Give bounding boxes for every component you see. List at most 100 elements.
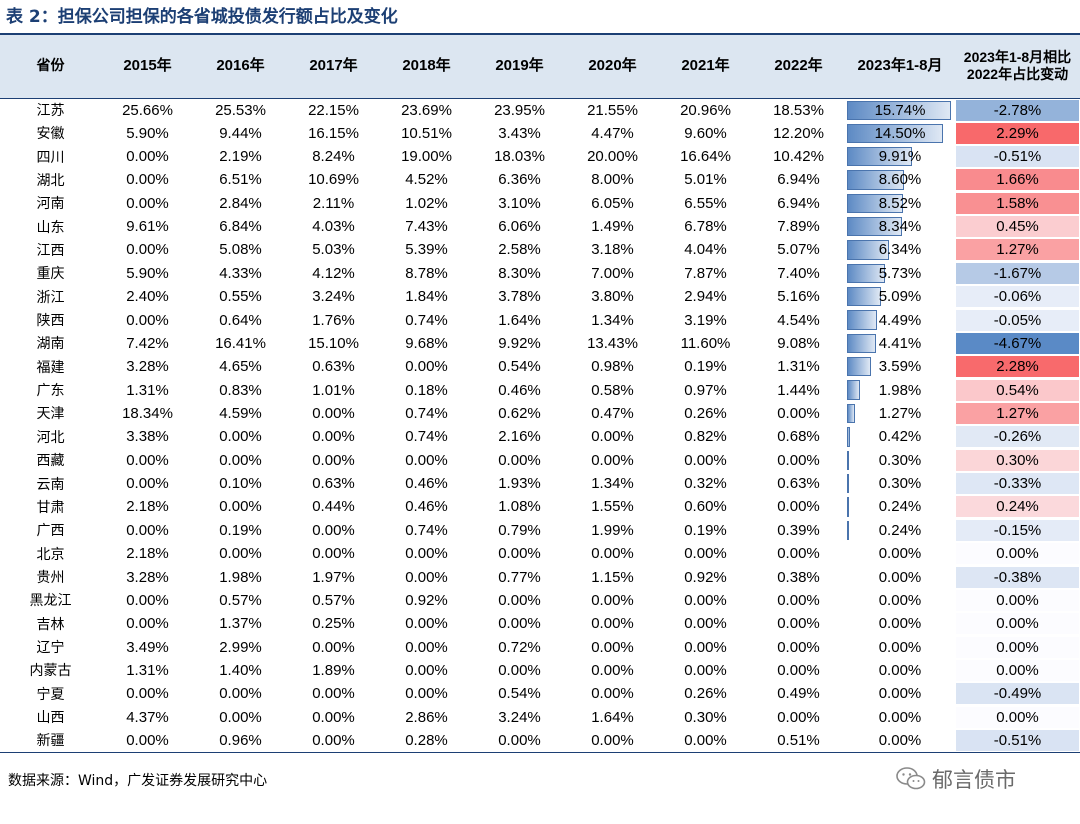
- value-cell-2018: 7.43%: [405, 218, 448, 236]
- value-cell-2016: 0.00%: [219, 545, 262, 563]
- value-cell-2017: 2.11%: [312, 194, 355, 212]
- value-cell-2022: 0.00%: [777, 615, 820, 633]
- value-cell-2018: 0.00%: [405, 568, 448, 586]
- province-cell: 广东: [36, 383, 65, 400]
- value-cell-2016: 5.08%: [219, 241, 262, 259]
- value-cell-2017: 0.00%: [312, 685, 355, 703]
- change-cell: 0.00%: [955, 705, 1080, 728]
- value-cell-2015: 0.00%: [126, 451, 169, 469]
- value-cell-2019: 6.06%: [498, 218, 541, 236]
- province-cell: 云南: [36, 476, 65, 493]
- value-cell-2018: 2.86%: [405, 708, 448, 726]
- value-cell-2022: 0.39%: [777, 521, 820, 539]
- header-2019: 2019年: [473, 33, 566, 99]
- value-cell-2016: 9.44%: [219, 124, 262, 142]
- value-cell-2022: 6.94%: [777, 171, 820, 189]
- value-cell-2016: 25.53%: [215, 101, 266, 119]
- ytd-cell: 0.24%: [845, 495, 955, 518]
- province-cell: 湖北: [36, 172, 65, 189]
- value-cell-2017: 0.00%: [312, 451, 355, 469]
- value-cell-2022: 0.00%: [777, 404, 820, 422]
- ytd-value: 3.59%: [878, 358, 922, 376]
- value-cell-2015: 3.28%: [126, 358, 169, 376]
- value-cell-2016: 0.10%: [219, 475, 262, 493]
- change-value: 0.24%: [956, 496, 1079, 518]
- value-cell-2019: 3.78%: [498, 288, 541, 306]
- ytd-value: 0.00%: [878, 615, 922, 633]
- ytd-value: 8.60%: [878, 171, 922, 189]
- value-cell-2019: 18.03%: [494, 148, 545, 166]
- change-cell: -0.33%: [955, 472, 1080, 495]
- value-cell-2019: 9.92%: [498, 334, 541, 352]
- value-cell-2016: 4.33%: [219, 264, 262, 282]
- ytd-value: 5.09%: [878, 288, 922, 306]
- province-cell: 河南: [36, 196, 65, 213]
- value-cell-2022: 0.49%: [777, 685, 820, 703]
- value-cell-2019: 3.24%: [498, 708, 541, 726]
- ytd-value: 14.50%: [874, 124, 926, 142]
- ytd-bar: [847, 170, 904, 190]
- value-cell-2018: 0.00%: [405, 615, 448, 633]
- table-row: 贵州 3.28% 1.98% 1.97% 0.00% 0.77% 1.15% 0.92% 0.3…: [0, 565, 1080, 588]
- change-cell: -0.05%: [955, 308, 1080, 331]
- value-cell-2020: 8.00%: [591, 171, 634, 189]
- ytd-value: 0.00%: [878, 685, 922, 703]
- value-cell-2019: 0.00%: [498, 545, 541, 563]
- change-cell: 1.27%: [955, 238, 1080, 261]
- change-value: -0.05%: [956, 309, 1079, 331]
- table-row: 宁夏 0.00% 0.00% 0.00% 0.00% 0.54% 0.00% 0.26% 0.4…: [0, 682, 1080, 705]
- table-row: 北京 2.18% 0.00% 0.00% 0.00% 0.00% 0.00% 0.00% 0.0…: [0, 542, 1080, 565]
- value-cell-2019: 1.64%: [498, 311, 541, 329]
- value-cell-2015: 2.18%: [126, 498, 169, 516]
- change-value: 0.00%: [956, 543, 1079, 565]
- province-cell: 内蒙古: [29, 663, 72, 680]
- value-cell-2019: 6.36%: [498, 171, 541, 189]
- change-value: -0.51%: [956, 729, 1079, 751]
- value-cell-2017: 0.63%: [312, 358, 355, 376]
- value-cell-2017: 0.00%: [312, 545, 355, 563]
- value-cell-2017: 1.89%: [312, 661, 355, 679]
- table-row: 湖南 7.42% 16.41% 15.10% 9.68% 9.92% 13.43% 11.60…: [0, 332, 1080, 355]
- change-value: -0.49%: [956, 683, 1079, 705]
- source-text: Wind，广发证券发展研究中心: [78, 773, 268, 789]
- value-cell-2022: 1.44%: [777, 381, 820, 399]
- value-cell-2022: 7.40%: [777, 264, 820, 282]
- value-cell-2021: 3.19%: [684, 311, 727, 329]
- value-cell-2016: 0.00%: [219, 685, 262, 703]
- change-value: -0.38%: [956, 566, 1079, 588]
- value-cell-2019: 0.79%: [498, 521, 541, 539]
- province-cell: 河北: [36, 429, 65, 446]
- change-value: 0.00%: [956, 636, 1079, 658]
- change-cell: -0.26%: [955, 425, 1080, 448]
- value-cell-2019: 0.62%: [498, 404, 541, 422]
- value-cell-2016: 4.59%: [219, 404, 262, 422]
- value-cell-2018: 0.00%: [405, 545, 448, 563]
- value-cell-2022: 0.00%: [777, 451, 820, 469]
- value-cell-2018: 8.78%: [405, 264, 448, 282]
- ytd-value: 9.91%: [878, 148, 922, 166]
- value-cell-2019: 0.00%: [498, 615, 541, 633]
- value-cell-2018: 1.02%: [405, 194, 448, 212]
- ytd-value: 0.42%: [878, 428, 922, 446]
- change-cell: -0.51%: [955, 145, 1080, 168]
- ytd-bar: [847, 123, 943, 143]
- value-cell-2020: 1.34%: [591, 311, 634, 329]
- province-cell: 北京: [36, 546, 65, 563]
- change-cell: 0.00%: [955, 589, 1080, 612]
- value-cell-2015: 5.90%: [126, 264, 169, 282]
- value-cell-2019: 2.16%: [498, 428, 541, 446]
- value-cell-2022: 0.38%: [777, 568, 820, 586]
- ytd-bar: [847, 333, 877, 354]
- value-cell-2016: 0.57%: [219, 591, 262, 609]
- table-row: 重庆 5.90% 4.33% 4.12% 8.78% 8.30% 7.00% 7.87% 7.4…: [0, 262, 1080, 285]
- ytd-cell: 0.30%: [845, 449, 955, 472]
- value-cell-2022: 0.51%: [752, 728, 845, 753]
- value-cell-2018: 1.84%: [405, 288, 448, 306]
- value-cell-2015: 3.28%: [126, 568, 169, 586]
- value-cell-2021: 0.92%: [684, 568, 727, 586]
- change-cell: 1.66%: [955, 168, 1080, 191]
- change-cell: 0.00%: [955, 659, 1080, 682]
- ytd-cell: 4.49%: [845, 308, 955, 331]
- value-cell-2015: 0.00%: [126, 171, 169, 189]
- value-cell-2020: 0.00%: [591, 685, 634, 703]
